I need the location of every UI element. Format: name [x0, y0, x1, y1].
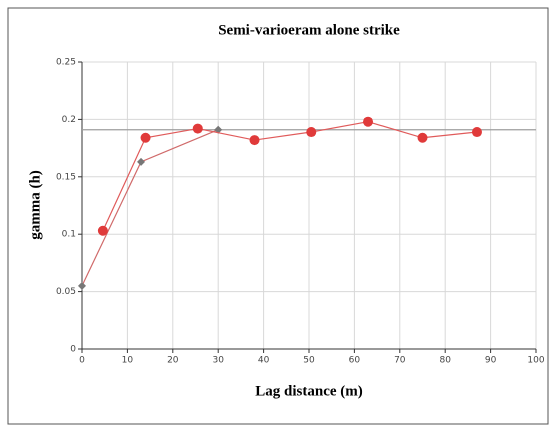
y-tick-label: 0: [70, 345, 76, 355]
series-line: [102, 121, 478, 232]
x-tick-label: 20: [167, 356, 179, 366]
y-tick-label: 0.15: [56, 172, 76, 182]
data-point: [471, 127, 482, 138]
chart-frame: [7, 7, 549, 425]
data-point: [306, 127, 317, 138]
x-tick-label: 0: [79, 356, 85, 366]
data-point: [140, 132, 151, 143]
y-tick-label: 0.25: [56, 58, 76, 68]
data-point: [363, 116, 374, 127]
data-point: [249, 135, 260, 146]
data-point: [97, 225, 108, 236]
x-tick-label: 30: [212, 356, 224, 366]
data-point: [78, 281, 86, 290]
chart-title: Semi-varioeram alone strike: [218, 22, 400, 38]
x-tick-label: 60: [349, 356, 361, 366]
data-point: [192, 123, 203, 134]
x-tick-label: 10: [122, 356, 134, 366]
x-tick-label: 40: [258, 356, 270, 366]
y-tick-label: 0.05: [56, 287, 76, 297]
y-tick-label: 0.2: [62, 115, 76, 125]
x-tick-label: 90: [485, 356, 497, 366]
x-tick-label: 80: [439, 356, 451, 366]
x-tick-label: 50: [303, 356, 315, 366]
x-tick-label: 70: [394, 356, 406, 366]
y-tick-label: 0.1: [62, 230, 76, 240]
y-axis-label: gamma (h): [27, 170, 43, 240]
x-tick-label: 100: [527, 356, 544, 366]
data-point: [137, 157, 146, 166]
x-axis-label: Lag distance (m): [255, 383, 363, 399]
data-point: [417, 132, 428, 143]
